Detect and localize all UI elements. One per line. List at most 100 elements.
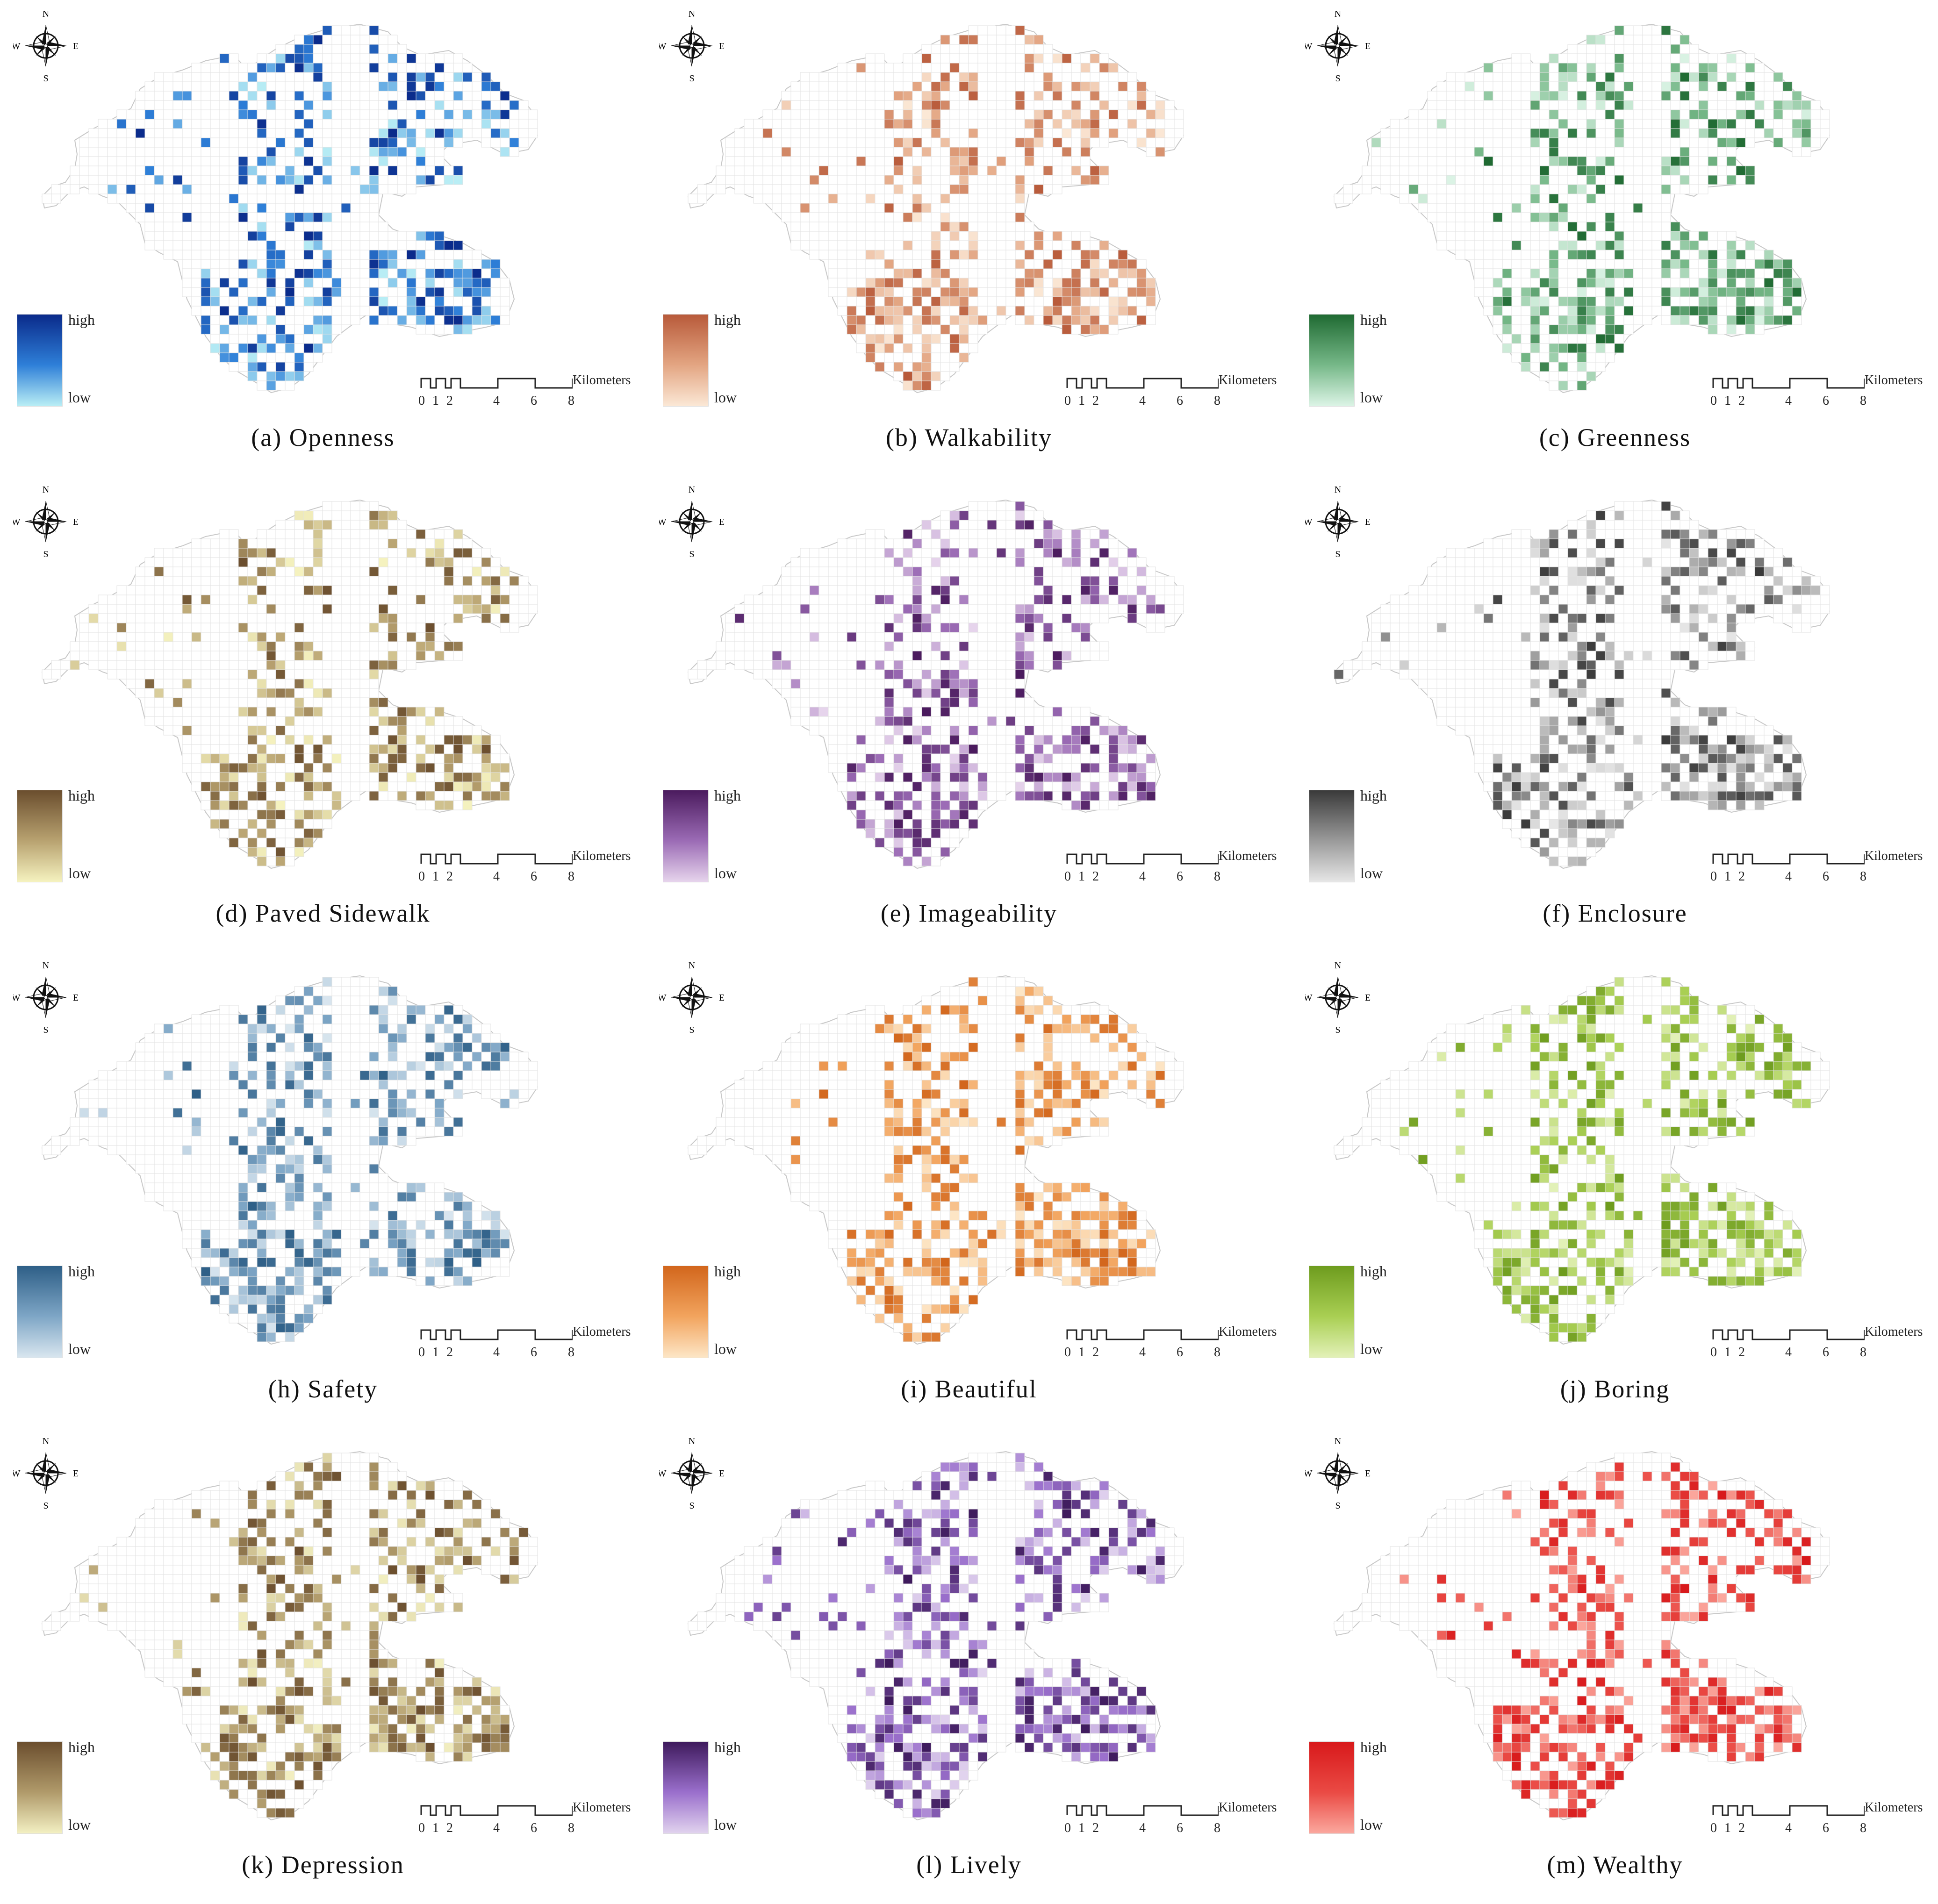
grid-cell: [350, 81, 360, 92]
grid-cell: [135, 613, 145, 623]
grid-cell: [201, 632, 211, 642]
grid-cell: [865, 137, 876, 148]
grid-cell: [1614, 278, 1624, 288]
grid-cell: [875, 109, 885, 120]
grid-cell: [828, 548, 838, 558]
grid-cell: [1521, 212, 1531, 222]
grid-cell: [219, 641, 230, 651]
grid-cell: [275, 566, 286, 577]
grid-cell: [528, 585, 538, 595]
grid-cell: [1595, 128, 1606, 138]
grid-cell: [247, 128, 258, 138]
grid-cell: [1633, 25, 1643, 36]
grid-cell: [341, 781, 351, 792]
grid-cell: [959, 231, 969, 241]
grid-cell: [912, 109, 922, 120]
grid-cell: [1108, 287, 1119, 297]
grid-cell: [1595, 147, 1606, 157]
grid-cell: [1174, 109, 1184, 120]
grid-cell: [453, 119, 463, 129]
grid-cell: [1670, 63, 1680, 73]
grid-cell: [462, 548, 473, 558]
grid-cell: [1689, 63, 1699, 73]
grid-cell: [369, 660, 379, 670]
grid-cell: [154, 81, 164, 92]
grid-cell: [1024, 137, 1034, 148]
grid-cell: [949, 352, 960, 363]
grid-cell: [388, 641, 398, 651]
grid-cell: [341, 716, 351, 726]
grid-cell: [1024, 585, 1034, 595]
grid-cell: [201, 538, 211, 549]
grid-cell: [1633, 165, 1643, 176]
grid-cell: [1005, 44, 1016, 54]
grid-cell: [884, 81, 894, 92]
grid-cell: [931, 100, 941, 110]
grid-cell: [959, 128, 969, 138]
grid-cell: [1090, 81, 1100, 92]
grid-cell: [285, 641, 295, 651]
grid-cell: [490, 100, 501, 110]
grid-cell: [800, 222, 810, 232]
grid-cell: [294, 707, 304, 717]
grid-cell: [285, 278, 295, 288]
grid-cell: [182, 184, 192, 194]
grid-cell: [790, 193, 801, 204]
grid-cell: [865, 175, 876, 185]
grid-cell: [257, 566, 267, 577]
grid-cell: [1530, 287, 1540, 297]
grid-cell: [1062, 109, 1072, 120]
grid-cell: [378, 557, 388, 567]
grid-cell: [257, 296, 267, 307]
grid-cell: [875, 147, 885, 157]
grid-cell: [1099, 63, 1109, 73]
grid-cell: [1586, 250, 1596, 260]
grid-cell: [406, 315, 416, 325]
grid-cell: [1502, 240, 1512, 251]
grid-cell: [313, 604, 323, 614]
grid-cell: [753, 193, 763, 204]
grid-cell: [865, 222, 876, 232]
grid-cell: [865, 566, 876, 577]
grid-cell: [322, 707, 332, 717]
grid-cell: [191, 231, 201, 241]
grid-cell: [1558, 53, 1568, 64]
grid-cell: [893, 287, 904, 297]
grid-cell: [1773, 306, 1783, 316]
grid-cell: [1090, 529, 1100, 539]
grid-cell: [1792, 306, 1802, 316]
grid-cell: [1455, 222, 1465, 232]
grid-cell: [126, 128, 136, 138]
grid-cell: [1511, 156, 1522, 166]
grid-cell: [444, 791, 454, 801]
grid-cell: [238, 352, 248, 363]
grid-cell: [1005, 147, 1016, 157]
grid-cell: [781, 137, 791, 148]
grid-cell: [275, 371, 286, 381]
grid-cell: [238, 613, 248, 623]
grid-cell: [135, 212, 145, 222]
grid-cell: [1493, 268, 1503, 279]
grid-cell: [828, 203, 838, 213]
grid-cell: [1521, 268, 1531, 279]
grid-cell: [285, 594, 295, 605]
grid-cell: [210, 566, 220, 577]
grid-cell: [378, 697, 388, 708]
grid-cell: [266, 278, 276, 288]
grid-cell: [144, 623, 155, 633]
grid-cell: [912, 137, 922, 148]
grid-cell: [229, 362, 239, 372]
grid-cell: [172, 716, 183, 726]
grid-cell: [968, 165, 978, 176]
grid-cell: [359, 585, 370, 595]
grid-cell: [331, 109, 342, 120]
grid-cell: [1708, 324, 1718, 335]
grid-cell: [303, 296, 314, 307]
grid-cell: [1708, 250, 1718, 260]
grid-cell: [949, 362, 960, 372]
grid-cell: [1708, 315, 1718, 325]
grid-cell: [201, 753, 211, 764]
grid-cell: [977, 259, 988, 269]
grid-cell: [275, 772, 286, 782]
grid-cell: [247, 63, 258, 73]
